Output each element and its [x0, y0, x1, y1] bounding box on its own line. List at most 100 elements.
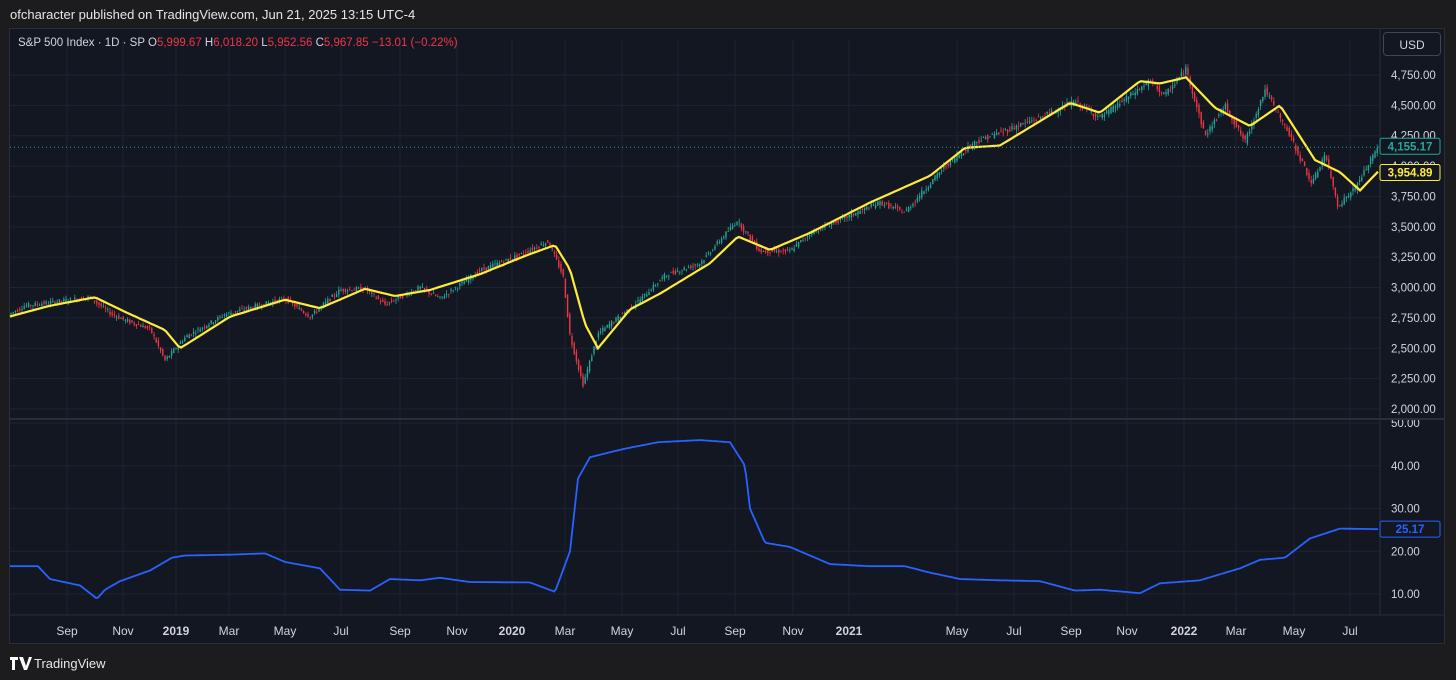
- candle-body: [597, 332, 600, 338]
- indicator-line[interactable]: [10, 439, 1378, 599]
- candle-body: [1235, 120, 1238, 128]
- candle-body: [1031, 120, 1033, 122]
- candle-body: [228, 312, 230, 314]
- candle-body: [1024, 122, 1026, 124]
- candle-body: [648, 292, 650, 296]
- candle-body: [663, 273, 666, 279]
- candle-body: [353, 289, 355, 291]
- candle-body: [1215, 119, 1218, 121]
- candle-body: [604, 327, 606, 332]
- indicator-value-tag: 25.17: [1396, 524, 1425, 536]
- candle-body: [621, 313, 624, 315]
- candle-body: [615, 317, 617, 322]
- candle-body: [560, 263, 562, 272]
- candle-body: [170, 351, 173, 356]
- candle-body: [1185, 66, 1187, 75]
- candle-body: [701, 261, 703, 265]
- candle-body: [1048, 112, 1051, 114]
- candle-body: [181, 341, 184, 343]
- candle-body: [940, 170, 943, 172]
- candle-body: [1143, 86, 1145, 87]
- candle-body: [863, 207, 866, 211]
- price-axis-tick-label: 4,500.00: [1391, 100, 1436, 112]
- candle-body: [896, 206, 899, 208]
- candle-body: [947, 163, 949, 166]
- candle-body: [184, 337, 186, 342]
- candle-body: [10, 312, 12, 315]
- moving-average-line[interactable]: [9, 76, 1379, 351]
- candle-body: [659, 280, 661, 282]
- candle-body: [461, 281, 463, 284]
- candle-body: [1323, 155, 1326, 163]
- candle-body: [481, 268, 483, 271]
- candle-body: [584, 377, 586, 384]
- candle-body: [58, 299, 61, 303]
- candle-body: [910, 207, 912, 209]
- candle-body: [868, 209, 870, 210]
- candle-body: [643, 293, 646, 296]
- candle-body: [1097, 115, 1099, 117]
- candle-body: [45, 301, 47, 304]
- candle-body: [720, 238, 723, 243]
- candle-body: [1231, 116, 1233, 120]
- price-axis-tick-label: 2,250.00: [1391, 374, 1436, 386]
- candle-body: [749, 234, 751, 241]
- currency-button[interactable]: USD: [1383, 32, 1441, 56]
- candle-body: [505, 258, 507, 260]
- candle-body: [214, 320, 217, 323]
- candle-body: [157, 340, 160, 347]
- candle-body: [767, 249, 769, 254]
- candle-body: [221, 316, 223, 318]
- candle-body: [1127, 96, 1130, 100]
- candle-body: [256, 303, 259, 308]
- candle-body: [549, 243, 551, 248]
- candle-body: [580, 366, 582, 377]
- candle-body: [967, 146, 969, 152]
- time-axis-tick-label: May: [1283, 624, 1306, 638]
- candle-body: [1046, 111, 1048, 114]
- candle-body: [1226, 103, 1229, 112]
- candle-body: [1290, 134, 1293, 138]
- candle-body: [309, 317, 311, 318]
- candle-body: [250, 306, 252, 309]
- candle-body: [1330, 170, 1332, 178]
- candle-body: [360, 287, 362, 291]
- candle-body: [1281, 119, 1284, 121]
- time-axis-tick-label: Sep: [56, 624, 78, 638]
- candle-body: [1105, 110, 1108, 114]
- candle-body: [870, 203, 872, 207]
- candle-body: [608, 324, 611, 329]
- candle-body: [316, 312, 318, 313]
- candle-body: [54, 301, 56, 304]
- candle-body: [901, 212, 903, 214]
- candle-body: [903, 211, 905, 213]
- candle-body: [1130, 92, 1132, 96]
- candle-body: [27, 303, 30, 307]
- candle-body: [415, 290, 417, 292]
- symbol-name[interactable]: S&P 500 Index · 1D · SP: [18, 37, 145, 49]
- candle-body: [450, 289, 452, 291]
- candle-body: [1092, 113, 1095, 117]
- candle-body: [115, 316, 118, 318]
- candle-body: [203, 326, 206, 328]
- candle-body: [113, 314, 116, 316]
- candle-body: [786, 249, 789, 251]
- candle-body: [494, 263, 496, 265]
- candle-body: [657, 283, 659, 285]
- candle-body: [96, 301, 98, 304]
- candle-body: [329, 298, 331, 302]
- indicator-axis-tick-label: 50.00: [1391, 418, 1420, 430]
- candle-body: [619, 316, 622, 320]
- candle-body: [824, 225, 826, 229]
- candle-body: [124, 319, 127, 321]
- candle-body: [1182, 74, 1185, 76]
- candle-body: [131, 320, 133, 323]
- candle-body: [331, 294, 333, 297]
- candle-body: [1317, 171, 1319, 178]
- candle-body: [210, 320, 212, 324]
- candle-body: [1211, 125, 1213, 130]
- candle-body: [846, 216, 848, 218]
- candle-body: [388, 302, 391, 304]
- candle-body: [569, 314, 571, 334]
